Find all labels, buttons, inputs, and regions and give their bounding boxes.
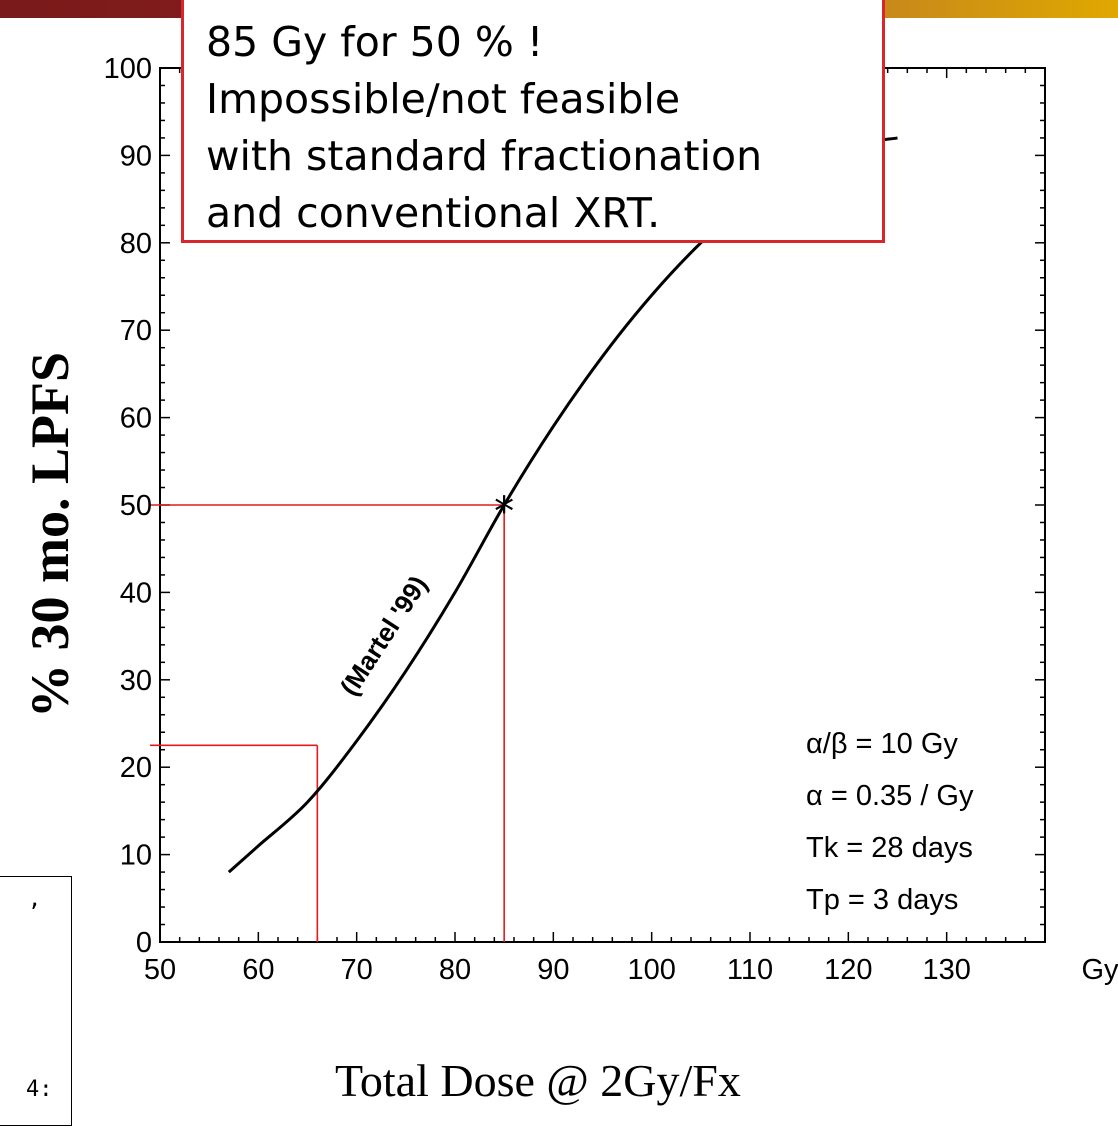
y-tick-label: 90 xyxy=(120,140,152,172)
y-tick-label: 80 xyxy=(120,228,152,260)
callout-line-4: and conventional XRT. xyxy=(206,189,661,237)
param-alpha: α = 0.35 / Gy xyxy=(806,780,974,812)
curve-label: (Martel '99) xyxy=(334,570,433,701)
param-tk: Tk = 28 days xyxy=(806,832,973,864)
y-tick-label: 20 xyxy=(120,752,152,784)
x-tick-label: 120 xyxy=(824,954,872,986)
side-text-box: , 4: xyxy=(0,876,72,1126)
callout-box: 85 Gy for 50 % ! Impossible/not feasible… xyxy=(181,0,885,243)
x-tick-label: 90 xyxy=(537,954,569,986)
x-tick-label: 130 xyxy=(922,954,970,986)
x-tick-label: 80 xyxy=(439,954,471,986)
y-tick-label: 10 xyxy=(120,840,152,872)
y-tick-label: 50 xyxy=(120,490,152,522)
x-axis-title: Total Dose @ 2Gy/Fx xyxy=(335,1055,741,1106)
x-tick-label: 110 xyxy=(727,954,773,986)
data-point-star: * xyxy=(494,489,514,535)
callout-line-3: with standard fractionation xyxy=(206,132,763,180)
y-tick-label: 30 xyxy=(120,665,152,697)
y-tick-label: 0 xyxy=(136,927,152,959)
x-tick-label: 60 xyxy=(242,954,274,986)
y-axis-title-text: % 30 mo. LPFS xyxy=(20,351,80,719)
y-tick-label: 60 xyxy=(120,403,152,435)
param-alpha-beta: α/β = 10 Gy xyxy=(806,728,958,760)
model-parameters: α/β = 10 Gy α = 0.35 / Gy Tk = 28 days T… xyxy=(806,718,974,926)
y-tick-label: 70 xyxy=(120,315,152,347)
x-tick-label: 100 xyxy=(627,954,675,986)
x-tick-label: 50 xyxy=(144,954,176,986)
param-tp: Tp = 3 days xyxy=(806,884,959,916)
callout-line-2: Impossible/not feasible xyxy=(206,75,681,123)
callout-line-1: 85 Gy for 50 % ! xyxy=(206,18,544,66)
x-unit-label: Gy xyxy=(1081,954,1118,986)
y-tick-label: 40 xyxy=(120,577,152,609)
y-tick-label: 100 xyxy=(104,53,152,85)
x-tick-label: 70 xyxy=(341,954,373,986)
side-text-fragment-2: 4: xyxy=(26,1077,53,1102)
side-text-fragment-1: , xyxy=(28,887,42,912)
